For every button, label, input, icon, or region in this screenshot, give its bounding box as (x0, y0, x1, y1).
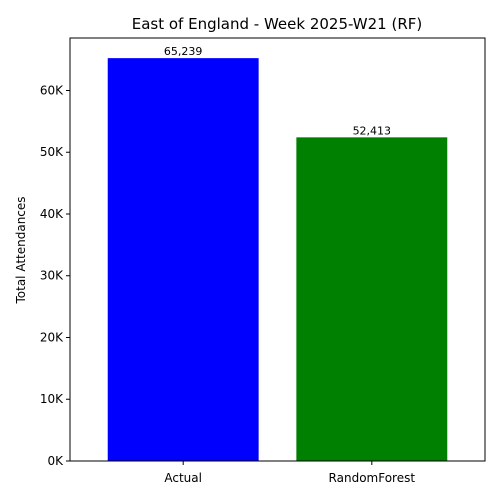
y-axis-ticks: 0K 10K 20K 30K 40K 50K 60K (40, 83, 70, 468)
bar-randomforest (296, 137, 448, 462)
y-tick-label: 40K (40, 207, 64, 221)
x-tick-label: Actual (164, 471, 202, 485)
bar-value-label: 52,413 (353, 124, 392, 137)
plot-area-frame (69, 37, 486, 462)
y-tick-label: 20K (40, 330, 64, 344)
data-labels: 65,239 52,413 (164, 45, 391, 137)
y-tick-label: 30K (40, 269, 64, 283)
y-axis-label: Total Attendances (14, 196, 28, 304)
y-tick-label: 60K (40, 83, 64, 97)
x-axis-ticks: Actual RandomForest (164, 461, 415, 485)
bar-actual (107, 58, 259, 462)
bars (107, 58, 448, 462)
bar-value-label: 65,239 (164, 45, 203, 58)
y-tick-label: 50K (40, 145, 64, 159)
chart-title: East of England - Week 2025-W21 (RF) (132, 15, 423, 33)
y-tick-label: 10K (40, 392, 64, 406)
y-tick-label: 0K (47, 454, 64, 468)
x-tick-label: RandomForest (329, 471, 416, 485)
